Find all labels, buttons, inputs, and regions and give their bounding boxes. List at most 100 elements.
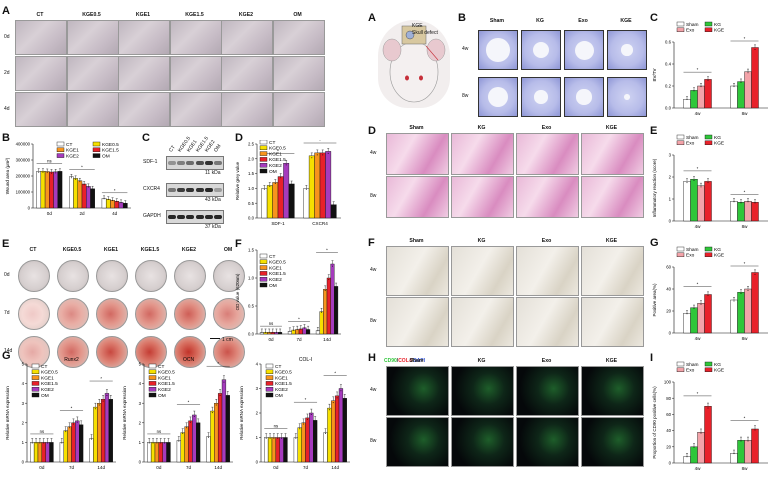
ars-image xyxy=(174,298,206,330)
ihc-image xyxy=(386,246,449,296)
data-point xyxy=(693,446,695,448)
data-point xyxy=(285,164,287,166)
ars-image xyxy=(174,336,206,368)
bar xyxy=(751,428,759,464)
x-tick-label: 0d xyxy=(47,211,53,216)
y-tick-label: 4 xyxy=(139,381,142,386)
legend-swatch xyxy=(676,246,685,252)
data-point xyxy=(160,442,162,444)
y-tick-label: 0 xyxy=(669,461,672,466)
blot-band xyxy=(177,215,186,219)
blot-band-name: CXCR4 xyxy=(143,186,160,192)
data-point xyxy=(219,394,221,396)
legend-swatch xyxy=(265,369,274,375)
data-point xyxy=(39,442,41,444)
data-point xyxy=(740,293,742,295)
data-point xyxy=(686,313,688,315)
legend-label: KGE1 xyxy=(41,375,54,381)
data-point xyxy=(733,86,735,88)
data-point xyxy=(317,330,319,332)
mouse-kge-label: KGE xyxy=(412,23,423,29)
blot-band xyxy=(168,161,176,165)
he-image xyxy=(516,133,579,175)
he-image xyxy=(451,176,514,218)
blot-band xyxy=(177,188,186,192)
bar xyxy=(288,183,295,219)
data-point xyxy=(69,427,71,429)
if-row-label: 4w xyxy=(370,387,377,393)
x-tick-label: 4w xyxy=(695,336,702,341)
significance-label: ns xyxy=(269,321,273,326)
data-point xyxy=(120,202,122,204)
bar xyxy=(147,442,152,463)
data-point xyxy=(112,200,114,202)
data-point xyxy=(215,404,217,406)
bar xyxy=(744,71,752,109)
wound-col-label: CT xyxy=(36,12,44,18)
if-cd90-label: CD90 xyxy=(384,358,397,364)
data-point xyxy=(76,421,78,423)
data-point xyxy=(261,331,263,333)
ihc-image xyxy=(386,297,449,347)
data-point xyxy=(92,188,94,190)
legend-swatch xyxy=(704,27,713,33)
bar xyxy=(69,176,74,209)
x-tick-label: 4w xyxy=(695,224,702,229)
x-tick-label: 0d xyxy=(39,465,45,470)
bar xyxy=(86,186,91,209)
y-tick-label: 200000 xyxy=(16,174,31,179)
ihc-row-label: 4w xyxy=(370,267,377,273)
ars-image xyxy=(57,298,89,330)
data-point xyxy=(87,186,89,188)
legend-label: CT xyxy=(66,142,72,148)
significance-label: * xyxy=(305,397,307,402)
he-image xyxy=(516,176,579,218)
data-point xyxy=(293,329,295,331)
ct-defect-area xyxy=(486,38,510,62)
data-point xyxy=(272,331,274,333)
ihc-row-label: 8w xyxy=(370,318,377,324)
ct-image xyxy=(564,77,604,117)
wound-col-label: KGE1 xyxy=(135,12,151,18)
if-sep-1: / xyxy=(396,358,399,364)
bar xyxy=(271,437,277,463)
significance-label: * xyxy=(326,247,328,252)
mouse-defect-label: Skull defect xyxy=(412,30,438,36)
bar xyxy=(30,442,35,463)
wound-image xyxy=(66,20,119,55)
y-axis-label: Relative mRNA expression xyxy=(239,386,244,440)
wound-image xyxy=(118,92,170,127)
ihc-image xyxy=(516,246,579,296)
data-point xyxy=(59,171,61,173)
if-image xyxy=(386,417,449,467)
blot-band xyxy=(195,188,204,192)
panel-label-c-right: C xyxy=(650,12,658,24)
ct-col-label: Exo xyxy=(578,18,588,24)
legend-swatch xyxy=(31,369,40,375)
wound-image xyxy=(169,20,222,55)
bar xyxy=(158,442,163,463)
legend-label: KGE1.5 xyxy=(41,381,58,387)
data-point xyxy=(46,172,48,174)
bar xyxy=(319,152,326,219)
legend-swatch xyxy=(704,252,713,258)
bar xyxy=(330,204,337,219)
legend-swatch xyxy=(148,375,157,380)
legend-swatch xyxy=(148,369,157,375)
if-image xyxy=(386,366,449,416)
bar xyxy=(302,327,307,335)
legend-swatch xyxy=(259,145,268,151)
data-point xyxy=(50,172,52,174)
bar xyxy=(49,171,54,209)
x-tick-label: 0d xyxy=(156,465,162,470)
bar xyxy=(122,203,128,209)
significance-label: * xyxy=(334,371,336,376)
y-tick-label: 3 xyxy=(22,401,25,406)
y-tick-label: 400000 xyxy=(16,142,31,147)
blot-band-name: SDF-1 xyxy=(143,159,158,165)
significance-label: * xyxy=(744,415,746,420)
legend-swatch xyxy=(56,147,65,153)
bar xyxy=(338,388,344,463)
significance-label: * xyxy=(114,188,116,193)
bar xyxy=(40,171,46,209)
